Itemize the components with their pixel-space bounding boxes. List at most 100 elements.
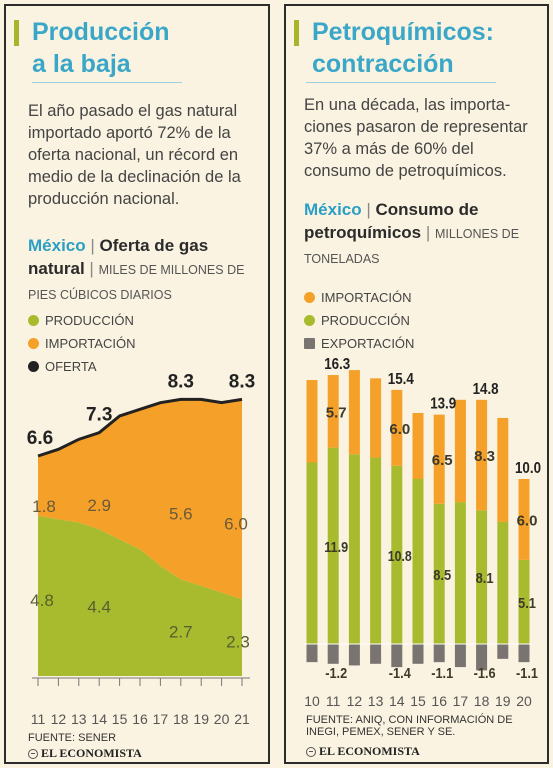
gas-area-chart: 11 12 13 14 15 16 17 18 19 20 21 6.6 7.3 8.3 8.3 1.8 2.9… [27,371,255,727]
x-tick-label: 14 [389,693,405,709]
legend-label: EXPORTACIÓN [321,336,415,351]
x-tick-label: 13 [71,711,87,727]
petro-intro: En una década, las importa-ciones pasaro… [304,96,528,180]
export-bar [306,644,318,663]
import-area [38,399,242,600]
chart-name: Oferta de gas natural [28,236,209,278]
export-bar [497,644,509,659]
x-tick-label: 17 [153,711,169,727]
production-bar [327,447,339,644]
production-label: 2.3 [226,633,250,652]
gas-title: Producción a la baja [32,18,170,78]
gas-panel: Producción a la baja El año pasado el ga… [4,4,270,764]
petro-panel: Petroquímicos: contracción En una década… [284,4,549,764]
export-label: -1.1 [516,665,538,682]
export-bar [348,644,360,666]
import-label: 6.0 [389,421,410,438]
production-label: 2.7 [169,623,193,642]
total-label: 15.4 [388,371,414,388]
x-tick-label: 13 [368,693,384,709]
x-tick-label: 12 [347,693,363,709]
production-label: 11.9 [324,539,348,556]
x-tick-label: 16 [431,693,447,709]
brand-text: EL ECONOMISTA [41,746,142,760]
production-bar [454,502,466,644]
gas-legend: PRODUCCIÓN IMPORTACIÓN OFERTA [28,309,136,378]
x-tick-label: 15 [410,693,426,709]
production-label: 4.4 [87,598,111,617]
import-bar [433,414,445,504]
chart-country: México [304,200,362,219]
import-label: 6.0 [224,514,248,533]
total-label: 7.3 [86,405,112,426]
legend-label: PRODUCCIÓN [321,313,410,328]
production-bar [412,479,424,644]
import-bar [476,399,488,511]
x-tick-label: 18 [173,711,189,727]
production-label: 8.5 [433,567,451,584]
x-tick-label: 19 [495,693,511,709]
x-tick-label: 18 [474,693,490,709]
title-accent-bar [294,20,299,46]
production-bar [348,454,360,644]
total-label: 13.9 [430,396,456,413]
legend-swatch [304,315,315,326]
x-tick-label: 11 [31,711,46,727]
production-label: 8.1 [476,570,494,587]
x-tick-label: 19 [193,711,209,727]
gas-brand: EL ECONOMISTA [28,746,142,761]
petro-source: FUENTE: ANIQ, CON INFORMACIÓN DE INEGI, … [306,714,513,738]
import-bar [518,479,530,560]
export-bar [412,644,424,664]
x-tick-label: 14 [91,711,107,727]
brand-text: EL ECONOMISTA [319,744,420,758]
production-bar [391,465,403,644]
import-bar [348,370,360,455]
x-tick-label: 15 [112,711,128,727]
brand-logo-icon [28,748,38,759]
import-label: 8.3 [474,448,495,465]
import-bar [497,417,509,522]
import-bar [327,375,339,448]
total-label: 14.8 [473,381,499,398]
production-label: 10.8 [388,548,412,565]
import-label: 5.7 [326,404,347,421]
total-label: 8.3 [229,371,255,392]
chart-units: MILLONES DE TONELADAS [304,227,520,266]
export-bar [518,644,530,663]
legend-item: PRODUCCIÓN [304,309,414,332]
gas-source: FUENTE: SENER [28,732,117,744]
gas-intro: El año pasado el gas natural importado a… [28,102,241,208]
export-label: -1.2 [325,665,347,682]
legend-swatch [28,315,39,326]
production-bar [476,510,488,644]
title-accent-bar [14,20,19,46]
x-tick-label: 12 [51,711,67,727]
total-label: 8.3 [168,371,194,392]
x-tick-label: 10 [304,693,320,709]
title-rule [32,82,182,83]
import-bar [370,378,382,458]
import-bar [454,399,466,503]
chart-name: Consumo de petroquímicos [304,200,479,242]
export-label: -1.4 [389,665,412,682]
export-label: -1.1 [431,665,453,682]
legend-swatch [304,338,315,349]
legend-item: IMPORTACIÓN [28,332,136,355]
import-label: 6.5 [432,452,453,469]
chart-country: México [28,236,86,255]
petro-legend: IMPORTACIÓN PRODUCCIÓN EXPORTACIÓN [304,286,414,355]
legend-item: EXPORTACIÓN [304,332,414,355]
legend-swatch [28,361,39,372]
import-label: 5.6 [169,504,193,523]
export-bar [433,644,445,663]
production-bar [433,503,445,644]
export-bar [476,644,488,671]
import-label: 6.0 [517,512,538,529]
export-bar [454,644,466,668]
gas-chart-title: México | Oferta de gas natural | MILES D… [28,236,245,302]
import-label: 1.8 [32,497,56,516]
production-label: 5.1 [518,595,536,612]
x-tick-label: 20 [214,711,230,727]
x-tick-label: 20 [516,693,532,709]
